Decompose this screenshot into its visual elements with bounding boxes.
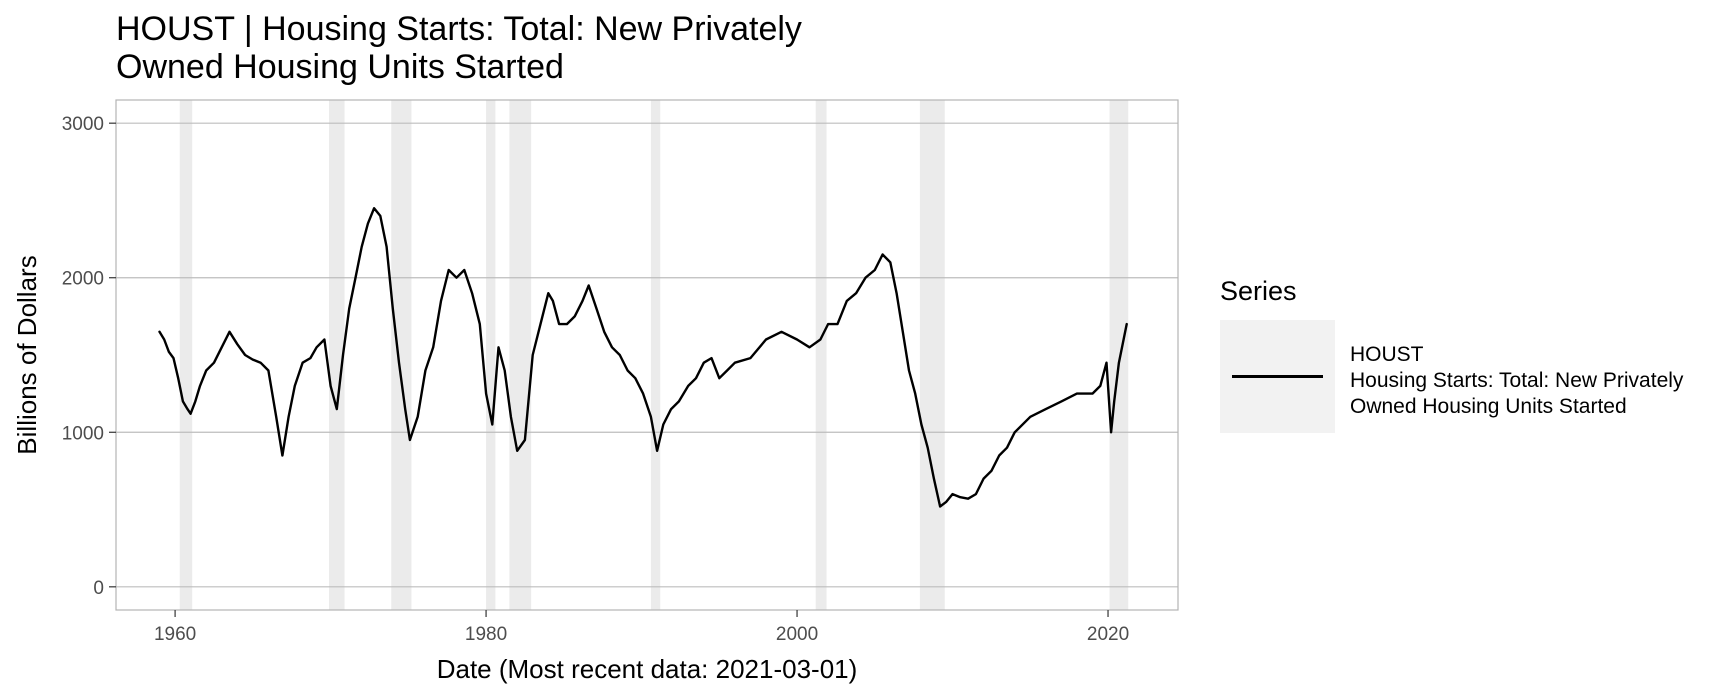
series-lines: [158, 206, 1128, 508]
recession-band-6: [815, 100, 827, 610]
y-tick-label-1000: 1000: [62, 423, 104, 444]
y-axis: 0 1000 2000 3000: [62, 114, 116, 599]
legend-label-line-2: Housing Starts: Total: New Privately: [1350, 369, 1684, 392]
recession-bands: [179, 100, 1129, 610]
plot-panel-border: [115, 99, 1179, 611]
recession-band-0: [179, 100, 193, 610]
recession-band-4: [509, 100, 532, 610]
recession-band-1: [329, 100, 345, 610]
recession-band-5: [650, 100, 661, 610]
recession-band-8: [1109, 100, 1129, 610]
legend-key-line: [1232, 375, 1323, 378]
x-tick-label-1980: 1980: [465, 624, 507, 645]
y-axis-title: Billions of Dollars: [12, 255, 42, 454]
y-tick-label-0: 0: [93, 578, 104, 599]
chart-title-line-2: Owned Housing Units Started: [116, 48, 564, 86]
x-axis-title: Date (Most recent data: 2021-03-01): [437, 654, 858, 684]
recession-band-2: [391, 100, 412, 610]
y-tick-label-3000: 3000: [62, 114, 104, 135]
legend-label-line-3: Owned Housing Units Started: [1350, 395, 1627, 418]
x-axis: 1960 1980 2000 2020: [154, 610, 1129, 645]
legend-label-line-1: HOUST: [1350, 343, 1424, 366]
legend-title: Series: [1220, 276, 1297, 306]
recession-band-7: [919, 100, 945, 610]
y-tick-label-2000: 2000: [62, 269, 104, 290]
gridlines: [116, 122, 1178, 588]
recession-band-3: [486, 100, 496, 610]
x-tick-label-2000: 2000: [776, 624, 818, 645]
series-line-houst: [158, 206, 1128, 508]
x-tick-label-1960: 1960: [154, 624, 196, 645]
chart-title-line-1: HOUST | Housing Starts: Total: New Priva…: [116, 10, 802, 48]
legend-key: [1220, 320, 1335, 433]
legend-label: HOUST Housing Starts: Total: New Private…: [1350, 342, 1683, 420]
x-tick-label-2020: 2020: [1087, 624, 1129, 645]
